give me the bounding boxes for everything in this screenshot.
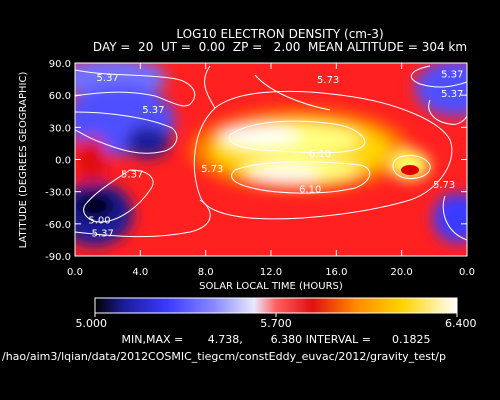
y-tick-label: -60.0 bbox=[45, 220, 71, 231]
contour-label: 5.73 bbox=[317, 75, 339, 86]
contour-label: 5.37 bbox=[97, 73, 119, 84]
y-tick-label: -90.0 bbox=[45, 252, 71, 263]
contour-label: 5.37 bbox=[441, 89, 463, 100]
x-tick-label: 4.0 bbox=[132, 267, 148, 278]
colorbar-label: 5.000 bbox=[76, 317, 108, 330]
colorbar-labels: 5.000 5.700 6.400 bbox=[76, 313, 477, 330]
x-axis-ticks: 0.0 4.0 8.0 12.0 16.0 20.0 0.0 bbox=[67, 63, 475, 278]
contour-lines bbox=[75, 65, 467, 241]
contour-label: 5.73 bbox=[201, 164, 223, 175]
y-axis-label: LATITUDE (DEGREES GEOGRAPHIC) bbox=[18, 72, 29, 249]
contour-labels: 5.37 5.37 5.73 5.37 5.37 5.37 5.73 6.10 6.10 5.73… bbox=[88, 70, 463, 240]
y-axis-ticks: 90.0 60.0 30.0 0.0 -30.0 -60.0 -90.0 bbox=[45, 59, 467, 263]
contour-label: 5.37 bbox=[121, 169, 143, 180]
colorbar-label: 5.700 bbox=[260, 317, 292, 330]
stats-line: MIN,MAX = 4.738, 6.380 INTERVAL = 0.1825 bbox=[122, 333, 431, 346]
contour-label: 6.10 bbox=[309, 149, 331, 160]
contour-label: 6.10 bbox=[299, 184, 321, 195]
colorbar-label: 6.400 bbox=[445, 317, 477, 330]
colorbar bbox=[94, 297, 458, 314]
y-tick-label: 60.0 bbox=[49, 91, 71, 102]
x-tick-label: 12.0 bbox=[260, 267, 282, 278]
x-tick-label: 0.0 bbox=[459, 267, 475, 278]
x-tick-label: 16.0 bbox=[325, 267, 347, 278]
y-tick-label: 90.0 bbox=[49, 59, 71, 70]
contour-label: 5.37 bbox=[441, 70, 463, 81]
y-tick-label: 0.0 bbox=[55, 156, 71, 167]
y-tick-label: -30.0 bbox=[45, 188, 71, 199]
chart-subtitle: DAY = 20 UT = 0.00 ZP = 2.00 MEAN ALTITU… bbox=[93, 40, 467, 54]
x-tick-label: 8.0 bbox=[198, 267, 214, 278]
contour-label: 5.73 bbox=[433, 180, 455, 191]
contour-label: 5.37 bbox=[142, 105, 164, 116]
x-tick-label: 20.0 bbox=[391, 267, 413, 278]
contour-label: 5.37 bbox=[92, 228, 114, 239]
density-field: 5.37 5.37 5.73 5.37 5.37 5.37 5.73 6.10 6.10 5.73… bbox=[75, 63, 467, 256]
chart-title: LOG10 ELECTRON DENSITY (cm-3) bbox=[176, 27, 383, 41]
y-tick-label: 30.0 bbox=[49, 123, 71, 134]
x-axis-label: SOLAR LOCAL TIME (HOURS) bbox=[199, 281, 343, 292]
file-path: /hao/aim3/lqian/data/2012COSMIC_tiegcm/c… bbox=[2, 350, 446, 363]
x-tick-label: 0.0 bbox=[67, 267, 83, 278]
contour-label: 5.00 bbox=[88, 216, 110, 227]
